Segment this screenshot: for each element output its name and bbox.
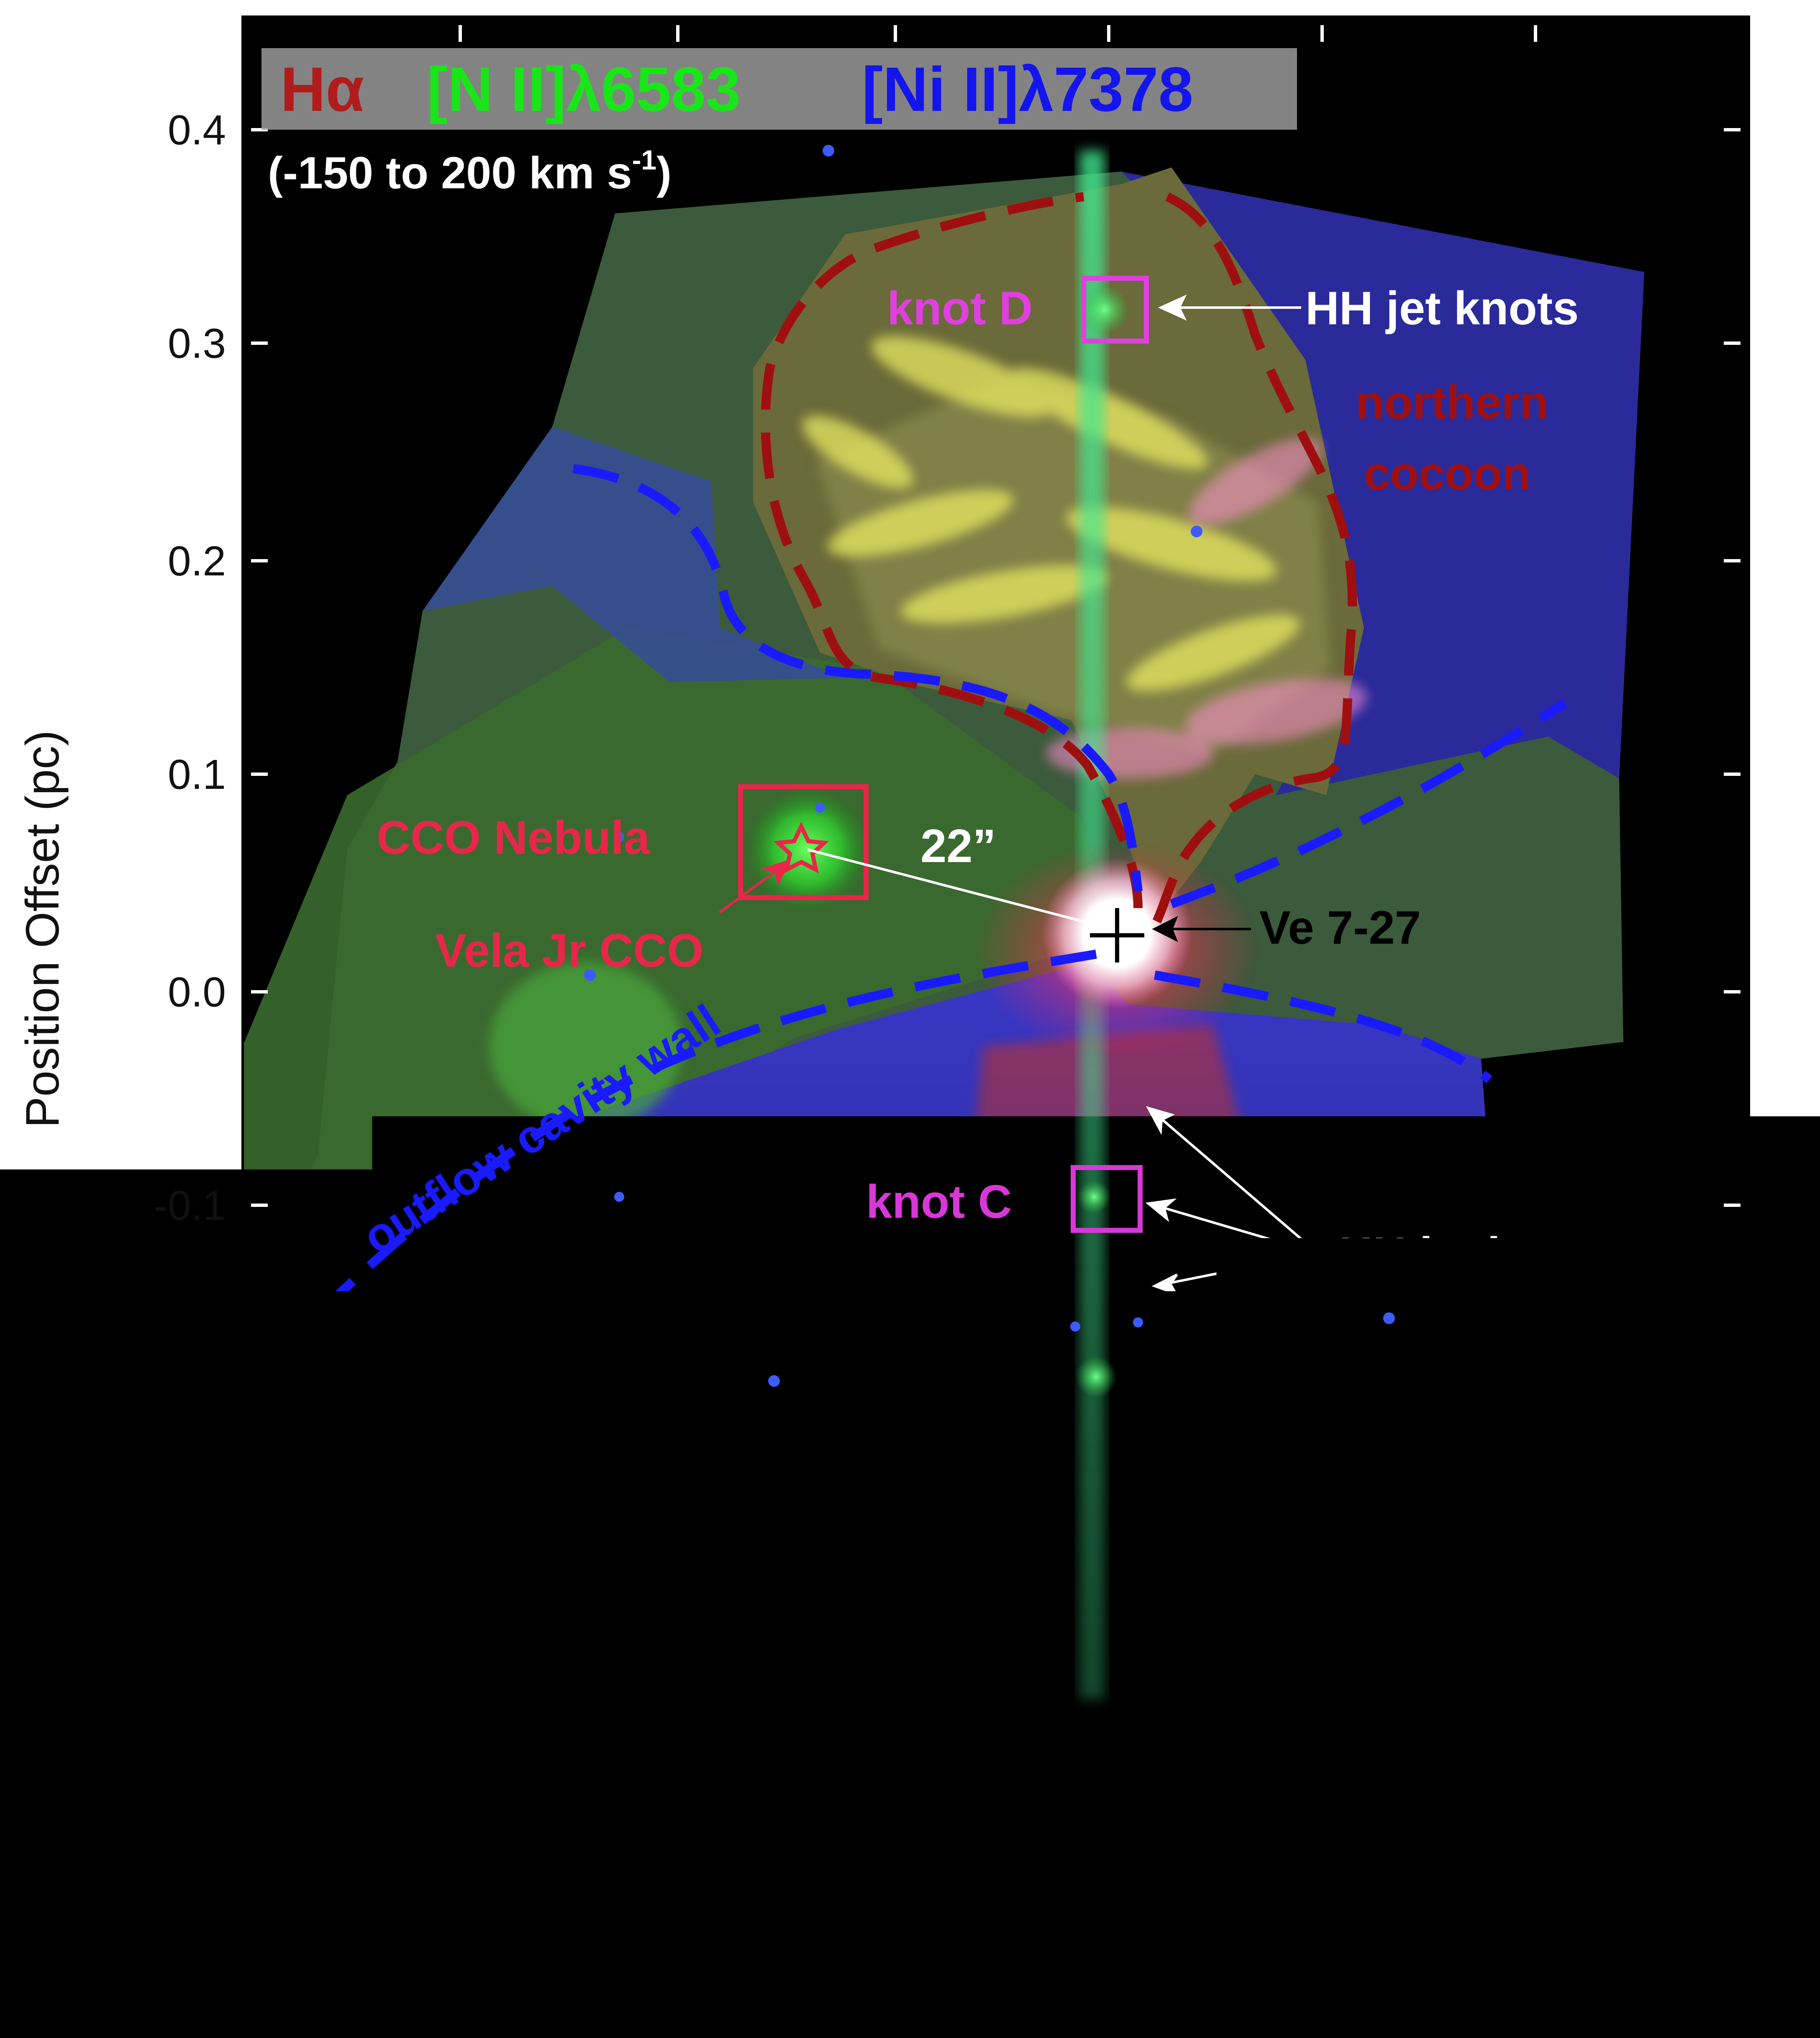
- northern-label: northern: [1356, 376, 1548, 429]
- compass-n-label: N: [1573, 1477, 1607, 1529]
- x-tick-label: 0.2: [649, 1862, 707, 1909]
- velocity-range: (-150 to 200 km s-1): [268, 144, 672, 198]
- scale-bar-label: 30" ≈ 0.2 pc: [397, 1690, 646, 1743]
- cco-nebula-label: CCO Nebula: [377, 811, 650, 864]
- x-tick-label: -0.2: [1500, 1862, 1571, 1909]
- ve-star-label: Ve 7-27: [1259, 901, 1421, 954]
- y-tick-label: 0.1: [168, 751, 226, 798]
- y-tick-label: 0.3: [168, 320, 226, 367]
- x-tick-label: 0.3: [431, 1862, 489, 1909]
- y-tick-label: 0.4: [168, 107, 226, 154]
- y-tick-label: -0.3: [154, 1617, 226, 1664]
- y-tick-labels: 0.4 0.3 0.2 0.1 0.0 -0.1 -0.2 -0.3 -0.4: [154, 107, 226, 1865]
- legend-halpha: Hα: [280, 54, 364, 124]
- x-axis-title: Position Offset (pc): [797, 1933, 1195, 1985]
- y-tick-label: 0.0: [168, 969, 226, 1016]
- cocoon-label: cocoon: [1364, 447, 1530, 500]
- separation-label: 22”: [920, 820, 996, 872]
- scale-bar: [326, 1747, 782, 1762]
- x-tick-label: -0.3: [1709, 1862, 1781, 1909]
- x-tick-labels: 0.4 0.3 0.2 0.1 0.0 -0.1 -0.2 -0.3: [218, 1862, 1781, 1909]
- hh-jet-knots-bottom-label: HH jet knots: [1339, 1228, 1612, 1280]
- knot-d-label: knot D: [887, 282, 1033, 334]
- velocity-prefix: (-150 to 200 km s: [268, 147, 632, 198]
- y-tick-label: 0.2: [168, 538, 226, 585]
- x-tick-label: 0.4: [218, 1862, 276, 1909]
- x-tick-label: 0.1: [866, 1862, 924, 1909]
- legend-nii: [N II]λ6583: [427, 54, 741, 124]
- vela-cco-label: Vela Jr CCO: [435, 924, 703, 977]
- velocity-sup: -1: [632, 144, 656, 175]
- x-tick-label: 0.0: [1079, 1862, 1138, 1909]
- knot-b-label: knot B: [868, 1358, 1014, 1410]
- compass-e-label: E: [1464, 1757, 1496, 1810]
- knot-a-label: knot A: [868, 1584, 1012, 1636]
- hh-jet-knots-top-label: HH jet knots: [1305, 282, 1579, 334]
- knot-c-label: knot C: [866, 1176, 1012, 1228]
- y-axis-title: Position Offset (pc): [16, 730, 69, 1128]
- y-tick-label: -0.1: [154, 1182, 226, 1229]
- y-tick-label: -0.2: [154, 1400, 226, 1447]
- y-tick-label: -0.4: [154, 1818, 226, 1865]
- velocity-suffix: ): [656, 147, 672, 198]
- x-tick-label: -0.1: [1286, 1862, 1358, 1909]
- legend-niii: [Ni II]λ7378: [862, 54, 1193, 124]
